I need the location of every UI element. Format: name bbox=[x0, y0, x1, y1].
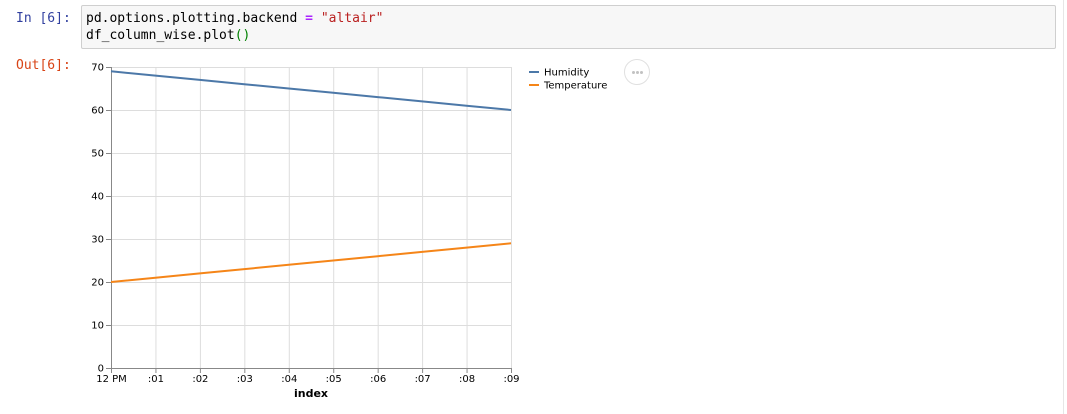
x-tick-label: :09 bbox=[503, 374, 519, 385]
x-tick-label: :04 bbox=[281, 374, 297, 385]
legend-label-temperature: Temperature bbox=[543, 81, 607, 92]
code-token-space bbox=[313, 11, 321, 26]
chart-series bbox=[110, 70, 512, 283]
page-edge-divider bbox=[1063, 0, 1064, 414]
code-token-string: "altair" bbox=[320, 11, 384, 26]
line-chart: 0 10 20 30 40 50 60 70 12 PM :01 :02 :03 :04 :05 :06 :0… bbox=[91, 63, 607, 401]
code-token-attribute: pd.options.plotting.backend bbox=[86, 11, 306, 26]
code-token-operator: = bbox=[305, 11, 313, 26]
y-tick-label: 70 bbox=[91, 63, 104, 74]
x-axis-title: index bbox=[294, 387, 328, 400]
x-tick-label: :01 bbox=[148, 374, 164, 385]
output-prompt: Out[6]: bbox=[16, 58, 71, 73]
input-prompt: In [6]: bbox=[16, 11, 71, 26]
y-tick-label: 40 bbox=[91, 192, 104, 203]
code-token-parens: () bbox=[234, 28, 251, 43]
series-line-temperature bbox=[110, 242, 512, 283]
chart-actions-button[interactable] bbox=[624, 59, 650, 85]
more-horizontal-icon-dot bbox=[640, 71, 643, 74]
code-line-2: df_column_wise.plot() bbox=[86, 28, 250, 43]
x-tick-label: :06 bbox=[370, 374, 386, 385]
chart-axes: 0 10 20 30 40 50 60 70 12 PM :01 :02 :03 :04 :05 :06 :0… bbox=[91, 63, 519, 401]
code-token-call: df_column_wise.plot bbox=[86, 28, 235, 43]
x-tick-label: :02 bbox=[192, 374, 208, 385]
more-horizontal-icon bbox=[632, 71, 635, 74]
y-tick-label: 50 bbox=[91, 149, 104, 160]
y-tick-label: 0 bbox=[98, 364, 104, 375]
x-tick-label: 12 PM bbox=[96, 374, 127, 385]
y-tick-label: 10 bbox=[91, 321, 104, 332]
y-tick-label: 30 bbox=[91, 235, 104, 246]
series-line-humidity bbox=[110, 70, 512, 111]
code-input-area[interactable]: pd.options.plotting.backend = "altair" d… bbox=[81, 5, 1056, 49]
more-horizontal-icon-dot bbox=[636, 71, 639, 74]
x-tick-label: :07 bbox=[415, 374, 431, 385]
legend-label-humidity: Humidity bbox=[544, 68, 589, 79]
code-line-1: pd.options.plotting.backend = "altair" bbox=[86, 11, 383, 26]
y-tick-label: 60 bbox=[91, 106, 104, 117]
y-tick-label: 20 bbox=[91, 278, 104, 289]
x-tick-label: :03 bbox=[237, 374, 253, 385]
chart-legend: Humidity Temperature bbox=[529, 68, 607, 92]
x-tick-label: :08 bbox=[459, 374, 475, 385]
x-tick-label: :05 bbox=[326, 374, 342, 385]
chart-grid bbox=[111, 67, 512, 369]
